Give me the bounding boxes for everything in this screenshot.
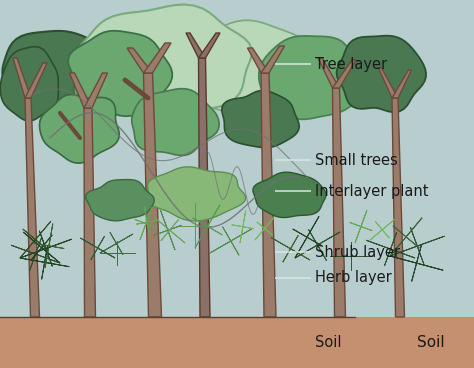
- Polygon shape: [100, 232, 133, 255]
- Text: Tree layer: Tree layer: [315, 57, 387, 72]
- Polygon shape: [332, 60, 356, 88]
- Polygon shape: [135, 207, 157, 240]
- Polygon shape: [13, 58, 31, 98]
- Polygon shape: [70, 73, 92, 108]
- Polygon shape: [232, 210, 254, 243]
- Polygon shape: [147, 167, 246, 221]
- Polygon shape: [332, 88, 346, 317]
- Polygon shape: [392, 98, 404, 317]
- Polygon shape: [379, 68, 398, 98]
- Polygon shape: [137, 206, 158, 238]
- Polygon shape: [100, 241, 135, 265]
- Polygon shape: [2, 31, 114, 119]
- Polygon shape: [222, 91, 299, 148]
- Polygon shape: [144, 43, 171, 73]
- Polygon shape: [390, 227, 445, 265]
- Text: Interlayer plant: Interlayer plant: [315, 184, 428, 199]
- Polygon shape: [192, 205, 222, 248]
- Text: Small trees: Small trees: [315, 153, 398, 167]
- Polygon shape: [390, 245, 443, 282]
- Polygon shape: [337, 36, 426, 112]
- Polygon shape: [390, 218, 422, 256]
- Polygon shape: [295, 230, 340, 261]
- Polygon shape: [23, 232, 60, 263]
- Polygon shape: [74, 4, 252, 110]
- Polygon shape: [155, 217, 185, 243]
- Polygon shape: [255, 217, 274, 240]
- Polygon shape: [132, 89, 219, 155]
- Polygon shape: [0, 47, 58, 121]
- Polygon shape: [210, 227, 252, 255]
- Polygon shape: [180, 203, 210, 248]
- Polygon shape: [247, 48, 269, 73]
- Polygon shape: [199, 33, 220, 58]
- Polygon shape: [271, 235, 310, 262]
- Text: Soil: Soil: [315, 335, 342, 350]
- Polygon shape: [154, 210, 182, 250]
- Polygon shape: [86, 180, 154, 221]
- Text: Herb layer: Herb layer: [315, 270, 392, 285]
- Polygon shape: [330, 241, 372, 270]
- Polygon shape: [84, 108, 95, 317]
- Polygon shape: [68, 31, 172, 116]
- Polygon shape: [292, 216, 321, 258]
- Polygon shape: [253, 172, 326, 217]
- Polygon shape: [144, 73, 162, 317]
- Polygon shape: [11, 237, 60, 271]
- Polygon shape: [366, 232, 415, 266]
- Bar: [0, 317, 474, 368]
- Polygon shape: [25, 98, 39, 317]
- Polygon shape: [20, 231, 72, 266]
- Polygon shape: [84, 73, 108, 108]
- Polygon shape: [318, 58, 339, 88]
- Polygon shape: [259, 36, 363, 119]
- Polygon shape: [392, 70, 411, 98]
- Polygon shape: [25, 63, 47, 98]
- Polygon shape: [39, 95, 119, 163]
- Polygon shape: [184, 20, 319, 118]
- Polygon shape: [81, 236, 115, 260]
- Polygon shape: [20, 221, 51, 258]
- Polygon shape: [186, 33, 206, 58]
- Polygon shape: [199, 58, 210, 317]
- Polygon shape: [370, 219, 394, 240]
- Text: Shrub layer: Shrub layer: [315, 245, 400, 259]
- Polygon shape: [34, 224, 64, 268]
- Polygon shape: [261, 73, 276, 317]
- Polygon shape: [350, 210, 372, 243]
- Polygon shape: [261, 46, 284, 73]
- Text: Soil: Soil: [417, 335, 445, 350]
- Polygon shape: [127, 48, 153, 73]
- Polygon shape: [20, 245, 69, 279]
